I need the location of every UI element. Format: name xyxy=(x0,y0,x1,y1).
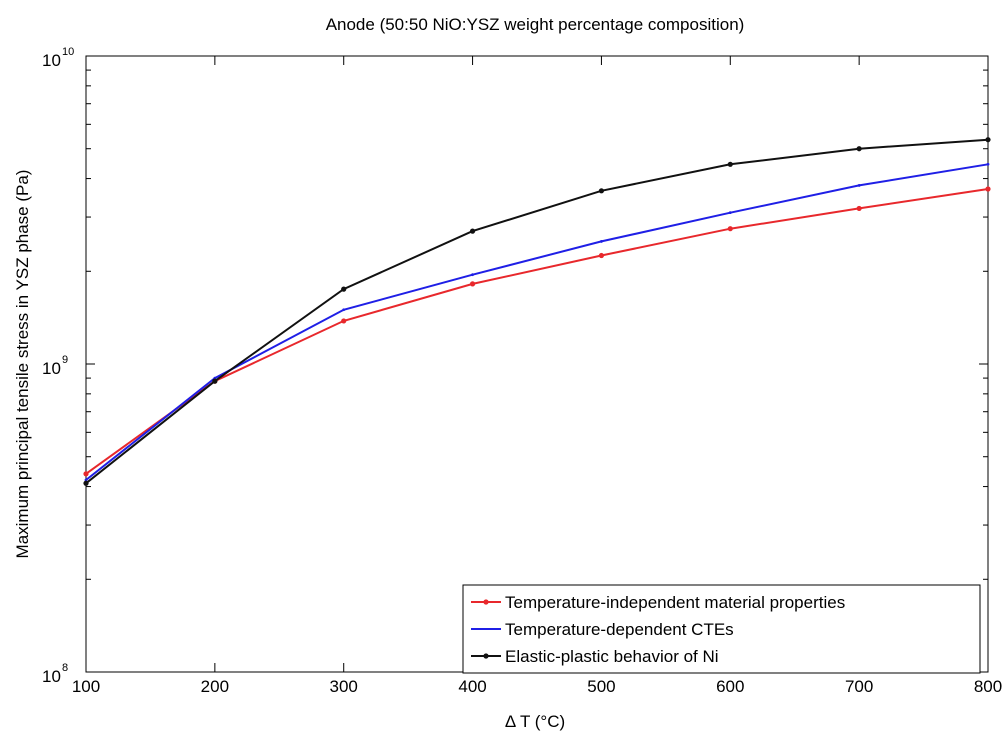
y-axis-label: Maximum principal tensile stress in YSZ … xyxy=(13,170,32,559)
data-point xyxy=(212,378,218,384)
data-point xyxy=(728,211,732,215)
plot-frame xyxy=(85,55,989,673)
x-tick-label: 300 xyxy=(330,677,358,696)
chart-title: Anode (50:50 NiO:YSZ weight percentage c… xyxy=(326,15,745,34)
data-point xyxy=(83,471,89,477)
data-point xyxy=(985,186,991,192)
data-point xyxy=(469,228,476,234)
data-point xyxy=(598,252,605,259)
data-point xyxy=(856,146,862,152)
series-line xyxy=(85,138,989,485)
data-point xyxy=(856,205,862,212)
legend: Temperature-independent material propert… xyxy=(462,584,981,674)
y-tick-exponent: 9 xyxy=(62,354,68,366)
x-tick-label: 100 xyxy=(72,677,100,696)
x-axis-label: Δ T (°C) xyxy=(505,712,565,731)
data-point xyxy=(84,478,88,482)
y-tick-exponent: 8 xyxy=(62,662,68,674)
x-tick-label: 800 xyxy=(974,677,1002,696)
legend-label: Elastic-plastic behavior of Ni xyxy=(505,647,719,666)
data-point xyxy=(727,226,733,232)
data-point xyxy=(857,184,861,187)
y-tick-label: 10 xyxy=(42,359,61,378)
x-tick-label: 400 xyxy=(458,677,486,696)
x-tick-label: 200 xyxy=(201,677,229,696)
data-point xyxy=(471,273,474,277)
data-point xyxy=(600,240,603,243)
data-point xyxy=(342,308,346,312)
x-tick-label: 700 xyxy=(845,677,873,696)
y-tick-exponent: 10 xyxy=(62,46,74,58)
y-tick-label: 10 xyxy=(42,51,61,70)
data-point xyxy=(986,162,990,166)
legend-marker xyxy=(483,653,489,659)
legend-box xyxy=(462,584,981,674)
x-tick-label: 600 xyxy=(716,677,744,696)
data-point xyxy=(469,281,476,287)
data-point xyxy=(727,161,733,167)
legend-label: Temperature-dependent CTEs xyxy=(505,620,734,639)
data-point xyxy=(83,480,89,486)
legend-marker xyxy=(483,599,489,605)
data-point xyxy=(341,286,347,292)
series-line xyxy=(85,188,989,475)
data-point xyxy=(598,188,605,194)
data-point xyxy=(341,318,347,324)
x-tick-label: 500 xyxy=(587,677,615,696)
data-point xyxy=(985,137,991,143)
legend-label: Temperature-independent material propert… xyxy=(505,593,845,612)
y-tick-label: 10 xyxy=(42,667,61,686)
